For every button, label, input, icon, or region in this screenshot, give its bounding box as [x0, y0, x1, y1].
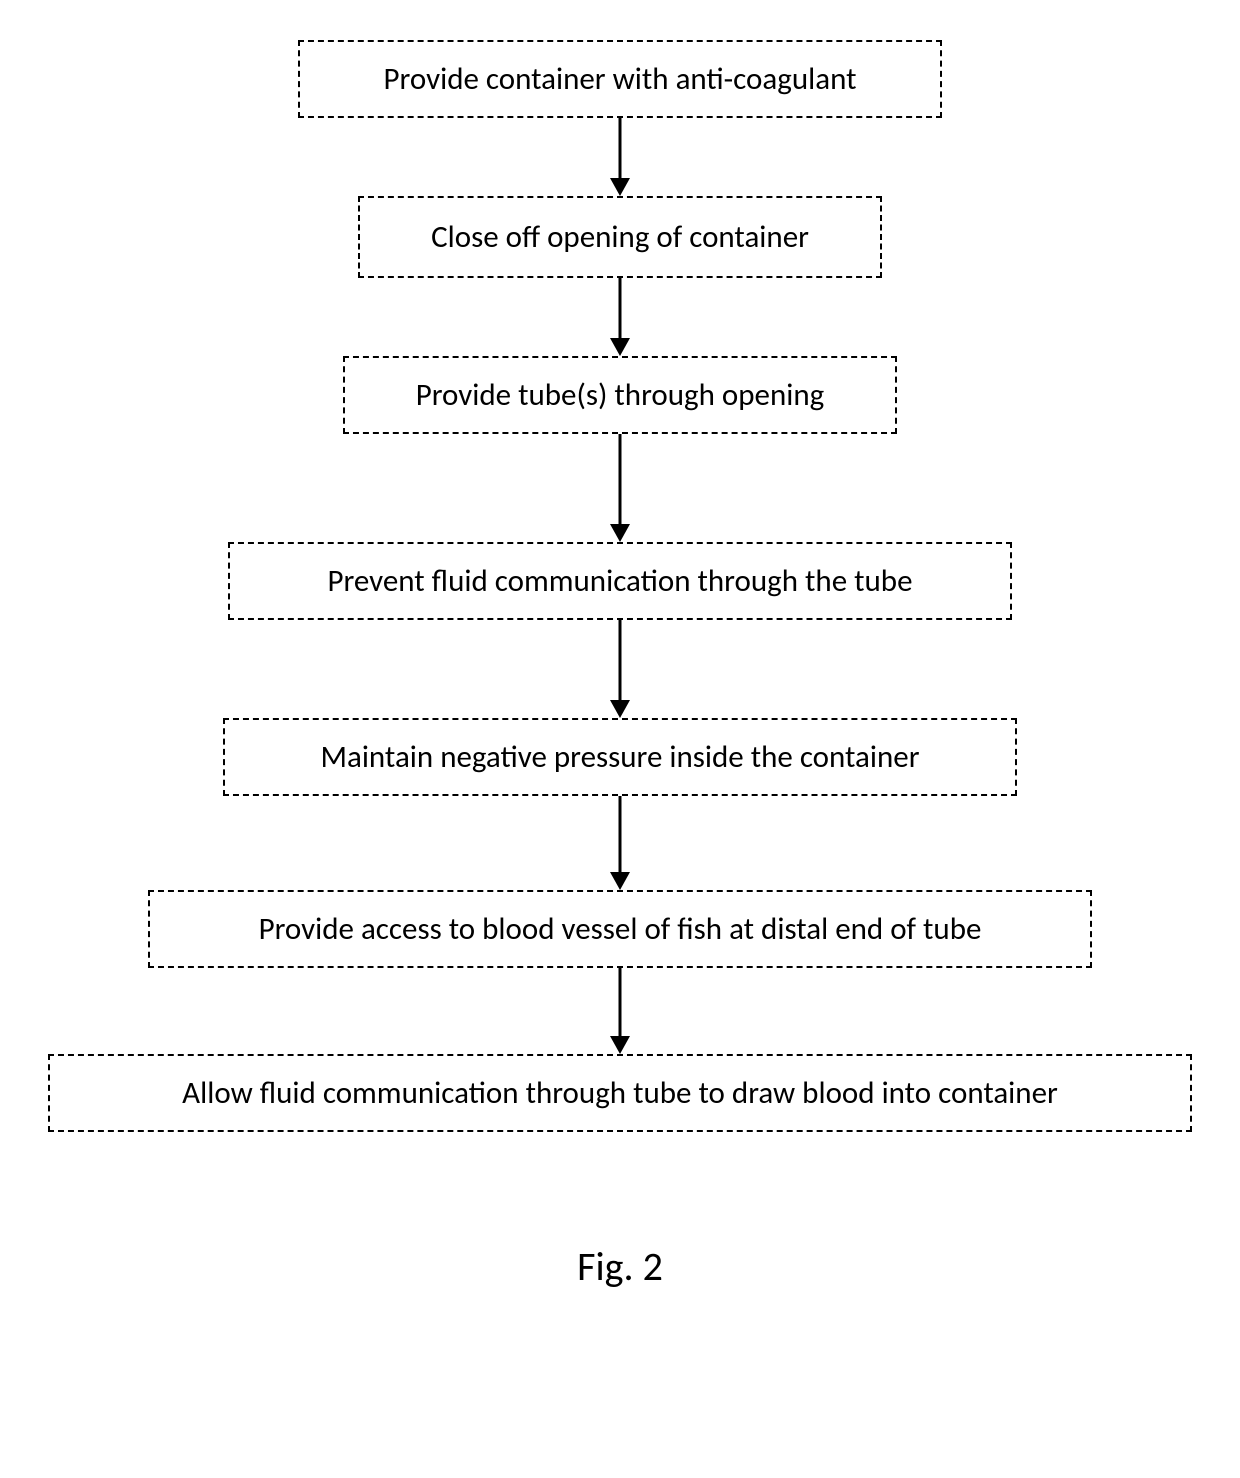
flowchart-arrow-line: [619, 118, 622, 180]
flowchart-node: Provide tube(s) through opening: [343, 356, 897, 434]
flowchart-node: Close off opening of container: [358, 196, 882, 278]
flowchart-arrow: [610, 434, 630, 542]
flowchart-node: Provide access to blood vessel of fish a…: [148, 890, 1092, 968]
flowchart-node-label: Provide container with anti-coagulant: [310, 60, 930, 98]
flowchart-arrow-line: [619, 796, 622, 874]
flowchart-node: Provide container with anti-coagulant: [298, 40, 942, 118]
flowchart-container: Provide container with anti-coagulant Clo…: [0, 0, 1240, 1132]
figure-caption: Fig. 2: [0, 1242, 1240, 1291]
flowchart-arrow: [610, 118, 630, 196]
flowchart-arrow: [610, 968, 630, 1054]
flowchart-arrow: [610, 278, 630, 356]
flowchart-node: Prevent fluid communication through the …: [228, 542, 1012, 620]
flowchart-node: Allow fluid communication through tube t…: [48, 1054, 1192, 1132]
figure-caption-text: Fig. 2: [577, 1242, 663, 1291]
flowchart-node: Maintain negative pressure inside the co…: [223, 718, 1017, 796]
flowchart-arrow-line: [619, 620, 622, 702]
flowchart-node-label: Prevent fluid communication through the …: [240, 562, 1000, 600]
flowchart-node-label: Maintain negative pressure inside the co…: [235, 738, 1005, 776]
flowchart-arrow-line: [619, 968, 622, 1038]
flowchart-node-label: Provide access to blood vessel of fish a…: [160, 910, 1080, 948]
flowchart-arrow-line: [619, 278, 622, 340]
flowchart-arrow: [610, 796, 630, 890]
flowchart-node-label: Provide tube(s) through opening: [355, 376, 885, 414]
flowchart-node-label: Close off opening of container: [370, 218, 870, 256]
flowchart-arrow-line: [619, 434, 622, 526]
flowchart-node-label: Allow fluid communication through tube t…: [60, 1074, 1180, 1112]
flowchart-arrow: [610, 620, 630, 718]
